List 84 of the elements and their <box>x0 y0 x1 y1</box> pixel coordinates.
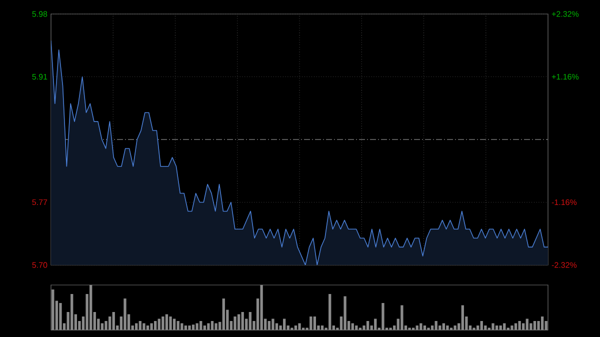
bar <box>408 328 411 330</box>
bar <box>423 326 426 330</box>
bar <box>434 321 438 330</box>
bar <box>472 328 476 330</box>
bar <box>158 318 160 330</box>
bar <box>237 314 240 330</box>
y-tick-label: 5.77 <box>32 199 48 206</box>
bar <box>510 326 514 330</box>
bar <box>310 316 312 330</box>
y-tick-label: 5.91 <box>32 74 48 80</box>
bar <box>389 328 392 330</box>
bar <box>480 321 483 330</box>
bar <box>454 326 456 330</box>
bar <box>142 323 146 330</box>
bar <box>162 316 164 330</box>
bar <box>241 312 244 330</box>
bar <box>540 316 544 330</box>
bar <box>382 303 384 330</box>
y2-tick-label: +2.32% <box>552 11 579 17</box>
bar <box>268 321 270 330</box>
bar <box>420 323 422 330</box>
bar <box>442 323 445 330</box>
bar <box>526 318 528 330</box>
bar <box>355 326 358 330</box>
bar <box>503 323 506 330</box>
bar <box>59 303 62 330</box>
bar <box>313 316 316 330</box>
y-tick-label: 5.98 <box>32 11 48 17</box>
bar <box>135 323 138 330</box>
bar <box>52 290 54 330</box>
bar <box>207 323 210 330</box>
bar <box>192 324 195 330</box>
bar <box>150 323 153 330</box>
bar <box>522 323 525 330</box>
bar <box>344 296 346 330</box>
bar <box>138 321 142 330</box>
bar <box>188 326 191 330</box>
bar <box>298 323 301 330</box>
bar <box>400 305 404 330</box>
bar <box>533 321 536 330</box>
bar <box>165 314 168 330</box>
bar <box>492 323 494 330</box>
bar <box>495 326 498 330</box>
bar <box>124 298 126 330</box>
bar <box>234 316 236 330</box>
bar <box>172 318 176 330</box>
bar <box>176 321 180 330</box>
bar <box>184 326 188 330</box>
bar <box>499 326 502 330</box>
bar <box>200 321 202 330</box>
bar <box>514 323 518 330</box>
y2-tick-label: -1.16% <box>552 199 577 206</box>
bar <box>530 323 532 330</box>
bar <box>248 312 252 330</box>
bar <box>351 323 354 330</box>
bar <box>294 326 298 330</box>
y-tick-label: 5.70 <box>32 262 48 268</box>
bar <box>283 318 286 330</box>
bar <box>180 323 184 330</box>
y2-tick-label: +1.16% <box>552 74 579 80</box>
bar <box>320 326 324 330</box>
bar <box>90 285 92 330</box>
bar <box>112 312 115 330</box>
bar <box>222 298 225 330</box>
bar <box>275 323 278 330</box>
bar <box>328 294 332 330</box>
bar <box>196 323 198 330</box>
bar <box>70 294 74 330</box>
bar <box>366 321 370 330</box>
y2-tick-label: -2.32% <box>552 262 577 268</box>
bar <box>154 321 157 330</box>
bar <box>446 326 449 330</box>
bar <box>427 328 430 330</box>
bar <box>169 316 172 330</box>
bar <box>416 326 418 330</box>
bar <box>272 318 274 330</box>
bar <box>146 326 150 330</box>
bar <box>210 321 214 330</box>
bar <box>214 323 218 330</box>
bar <box>374 318 377 330</box>
bar <box>518 321 521 330</box>
bar <box>260 285 263 330</box>
bar <box>461 305 464 330</box>
bar <box>100 323 104 330</box>
